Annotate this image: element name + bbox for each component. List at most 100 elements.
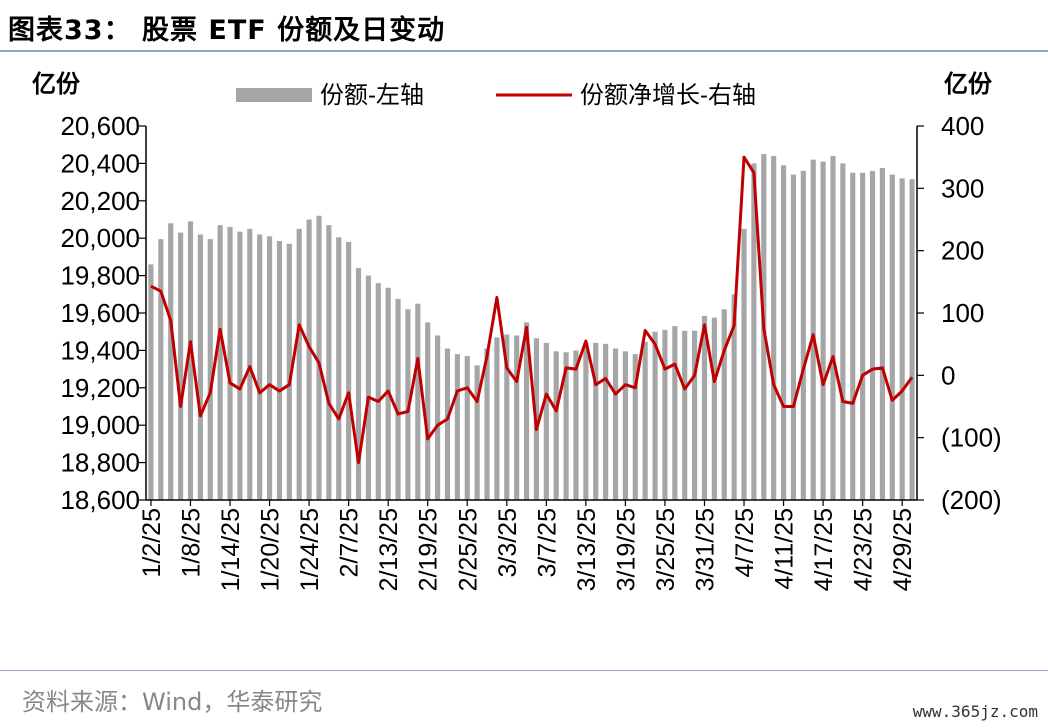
share-bar [375,283,381,500]
share-bar [464,356,470,500]
share-bar [899,178,905,501]
x-tick-label: 2/25/25 [454,508,482,591]
share-bar [237,231,243,500]
share-bar [494,337,500,500]
share-bar [296,228,302,500]
share-bar [820,161,826,500]
right-tick-label: (200) [941,485,1002,515]
share-bar [573,350,579,500]
share-bar [869,170,876,500]
share-bar [800,170,806,500]
right-tick-label: 200 [941,236,984,266]
share-bar [435,335,441,500]
chart-legend: 份额-左轴 份额净增长-右轴 [236,82,756,109]
share-bar [692,330,698,500]
share-bar [336,237,342,500]
share-bar [840,163,846,500]
share-bar [326,225,332,501]
x-tick-label: 3/31/25 [691,508,719,591]
share-bar [227,226,233,501]
x-tick-label: 3/3/25 [494,508,522,578]
x-tick-label: 3/13/25 [573,508,601,591]
share-bar [701,315,708,500]
source-divider [0,670,1048,671]
share-bar [197,234,203,500]
x-tick-label: 4/23/25 [850,508,878,591]
share-bar [257,234,263,500]
source-note: 资料来源：Wind，华泰研究 [22,688,323,716]
right-axis-label: 亿份 [944,71,993,98]
share-bar [425,322,431,500]
x-tick-label: 4/17/25 [810,508,838,591]
share-bar [484,348,490,500]
net-growth-line [150,155,914,465]
share-bar [247,228,253,500]
right-tick-label: 300 [941,173,984,203]
x-tick-label: 1/20/25 [257,508,285,591]
share-bar [266,236,273,500]
left-tick-label: 20,000 [60,223,140,253]
share-bar [583,342,589,500]
share-bar [355,268,362,500]
left-tick-label: 20,400 [60,148,140,178]
legend-bar-label: 份额-左轴 [320,82,424,109]
share-bar [889,174,895,500]
x-tick-label: 3/25/25 [652,508,680,591]
share-bar [612,348,619,500]
x-tick-label: 1/24/25 [296,508,324,591]
share-bar [187,221,194,500]
left-tick-label: 20,200 [60,186,140,216]
left-tick-label: 19,800 [60,261,140,291]
x-tick-label: 1/2/25 [138,508,166,578]
x-tick-label: 3/7/25 [533,508,561,578]
share-bar [879,168,885,500]
right-tick-label: (100) [941,423,1002,453]
share-bar [553,351,559,500]
net-growth-line-layer [150,155,914,465]
right-tick-label: 100 [941,298,984,328]
share-bar [316,215,322,500]
left-tick-label: 19,400 [60,335,140,365]
share-bar [662,329,668,500]
share-bar [207,239,213,500]
share-bars [148,154,915,501]
share-bar [830,155,836,501]
share-bar [780,165,787,500]
share-bar [286,243,292,500]
x-tick-label: 1/14/25 [217,508,245,591]
share-bar [751,163,757,500]
x-tick-label: 2/13/25 [375,508,403,591]
share-bar [711,317,717,500]
share-bar [444,348,451,500]
right-tick-label: 0 [941,360,955,390]
share-bar [523,322,530,500]
x-tick-label: 1/8/25 [177,508,205,578]
left-tick-label: 18,600 [60,485,140,515]
x-tick-label: 2/7/25 [336,508,364,578]
share-bar [543,342,549,500]
legend-bar-swatch [236,88,312,102]
x-tick-label: 4/7/25 [731,508,759,578]
share-bar [365,275,371,500]
tick-labels: 18,600 18,800 19,000 19,200 19,400 19,600 19,8… [32,71,1002,591]
share-bar [652,331,658,500]
share-bar [395,298,401,500]
share-bar [810,159,816,500]
share-bar [158,239,164,500]
share-bar [622,351,628,500]
etf-share-chart: 18,600 18,800 19,000 19,200 19,400 19,600 19,8… [32,71,1002,591]
left-axis-label: 亿份 [32,71,81,98]
share-bar [217,225,223,501]
chart-axes [139,125,924,506]
share-bar [168,223,174,501]
share-bar [474,365,480,500]
left-tick-label: 19,200 [60,373,140,403]
share-bar [514,335,520,500]
watermark: www.365jz.com [912,702,1038,721]
share-bar [346,241,352,500]
share-bar [790,174,797,500]
share-bar [306,219,312,500]
share-bar [563,352,569,500]
share-bar [731,294,737,500]
share-bar [178,232,184,500]
